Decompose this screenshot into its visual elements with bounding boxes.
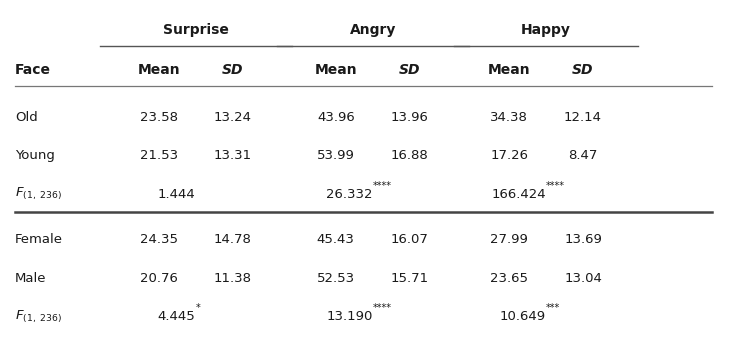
Text: 13.24: 13.24 xyxy=(213,111,252,124)
Text: Male: Male xyxy=(15,272,46,285)
Text: Old: Old xyxy=(15,111,38,124)
Text: Mean: Mean xyxy=(314,63,357,77)
Text: 26.332: 26.332 xyxy=(326,188,373,201)
Text: SD: SD xyxy=(221,63,244,77)
Text: 166.424: 166.424 xyxy=(492,188,546,201)
Text: *: * xyxy=(196,303,200,313)
Text: SD: SD xyxy=(572,63,594,77)
Text: Angry: Angry xyxy=(350,23,396,37)
Text: 10.649: 10.649 xyxy=(500,310,546,323)
Text: 14.78: 14.78 xyxy=(213,233,252,246)
Text: 16.88: 16.88 xyxy=(390,149,429,162)
Text: 34.38: 34.38 xyxy=(490,111,528,124)
Text: 16.07: 16.07 xyxy=(390,233,429,246)
Text: SD: SD xyxy=(399,63,421,77)
Text: 20.76: 20.76 xyxy=(139,272,178,285)
Text: $\it{F}_{(1,\ 236)}$: $\it{F}_{(1,\ 236)}$ xyxy=(15,186,62,202)
Text: Mean: Mean xyxy=(137,63,180,77)
Text: 15.71: 15.71 xyxy=(390,272,429,285)
Text: ***: *** xyxy=(546,303,560,313)
Text: ****: **** xyxy=(373,181,392,190)
Text: 1.444: 1.444 xyxy=(158,188,196,201)
Text: 13.190: 13.190 xyxy=(326,310,373,323)
Text: 27.99: 27.99 xyxy=(490,233,528,246)
Text: 13.69: 13.69 xyxy=(564,233,602,246)
Text: $\it{F}_{(1,\ 236)}$: $\it{F}_{(1,\ 236)}$ xyxy=(15,309,62,325)
Text: 4.445: 4.445 xyxy=(158,310,196,323)
Text: Face: Face xyxy=(15,63,51,77)
Text: 23.65: 23.65 xyxy=(490,272,528,285)
Text: Mean: Mean xyxy=(488,63,531,77)
Text: 21.53: 21.53 xyxy=(139,149,178,162)
Text: ****: **** xyxy=(546,181,565,190)
Text: 24.35: 24.35 xyxy=(139,233,178,246)
Text: 23.58: 23.58 xyxy=(139,111,178,124)
Text: 52.53: 52.53 xyxy=(317,272,355,285)
Text: Female: Female xyxy=(15,233,63,246)
Text: Happy: Happy xyxy=(521,23,571,37)
Text: ****: **** xyxy=(373,303,392,313)
Text: 53.99: 53.99 xyxy=(317,149,355,162)
Text: Young: Young xyxy=(15,149,55,162)
Text: 13.96: 13.96 xyxy=(390,111,429,124)
Text: 43.96: 43.96 xyxy=(317,111,355,124)
Text: 11.38: 11.38 xyxy=(213,272,252,285)
Text: Surprise: Surprise xyxy=(162,23,229,37)
Text: 12.14: 12.14 xyxy=(564,111,602,124)
Text: 13.31: 13.31 xyxy=(213,149,252,162)
Text: 8.47: 8.47 xyxy=(568,149,598,162)
Text: 17.26: 17.26 xyxy=(490,149,528,162)
Text: 13.04: 13.04 xyxy=(564,272,602,285)
Text: 45.43: 45.43 xyxy=(317,233,355,246)
